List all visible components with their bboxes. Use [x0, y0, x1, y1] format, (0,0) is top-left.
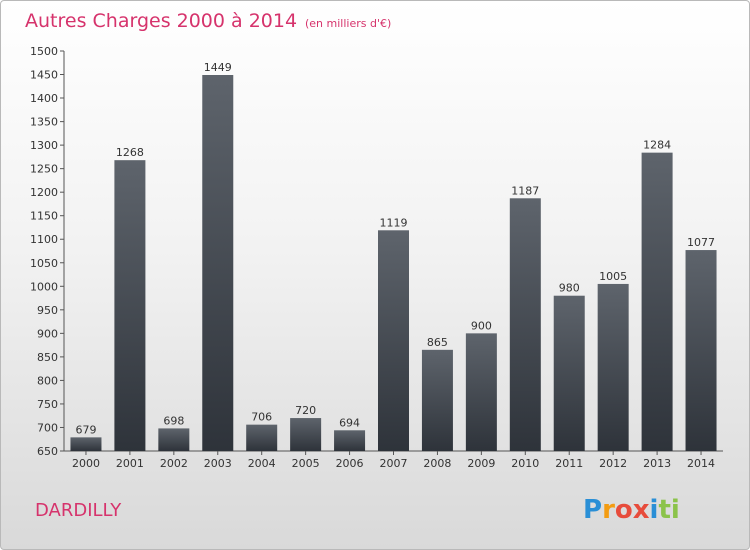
value-label: 679 [75, 423, 96, 436]
x-tick-label: 2003 [204, 457, 232, 470]
bar-2011 [553, 295, 585, 451]
value-label: 694 [339, 416, 360, 429]
value-label: 1187 [511, 184, 539, 197]
y-tick-label: 1350 [30, 116, 58, 129]
bar-2013 [641, 152, 673, 451]
x-tick-label: 2012 [599, 457, 627, 470]
value-label: 706 [251, 411, 272, 424]
y-tick-label: 950 [37, 304, 58, 317]
y-tick-label: 1200 [30, 186, 58, 199]
y-tick-label: 900 [37, 327, 58, 340]
x-tick-label: 2000 [72, 457, 100, 470]
y-tick-label: 1300 [30, 139, 58, 152]
y-tick-label: 1000 [30, 280, 58, 293]
x-tick-label: 2011 [555, 457, 583, 470]
value-label: 1449 [204, 61, 232, 74]
value-label: 900 [471, 319, 492, 332]
chart-subtitle: (en milliers d'€) [305, 17, 391, 30]
value-label: 980 [559, 282, 580, 295]
bar-2002 [158, 428, 190, 451]
value-labels-group: 679 1268 698 1449 706 720 694 1119 865 900 1187 980… [75, 61, 715, 436]
logo-letter: P [583, 495, 602, 525]
bar-2005 [290, 418, 322, 451]
y-tick-label: 800 [37, 374, 58, 387]
logo-letter: t [658, 495, 670, 525]
y-tick-label: 1050 [30, 257, 58, 270]
bar-2001 [114, 160, 146, 452]
value-label: 1077 [687, 236, 715, 249]
bar-2014 [685, 250, 717, 451]
x-tick-label: 2006 [336, 457, 364, 470]
y-tick-label: 1250 [30, 163, 58, 176]
x-tick-label: 2002 [160, 457, 188, 470]
logo-letter: i [650, 495, 659, 525]
x-tick-label: 2010 [511, 457, 539, 470]
y-tick-label: 1500 [30, 45, 58, 58]
bars-group [70, 75, 717, 452]
bar-2006 [334, 430, 366, 451]
value-label: 1268 [116, 146, 144, 159]
y-tick-label: 1150 [30, 210, 58, 223]
value-label: 1119 [380, 216, 408, 229]
bar-2004 [246, 424, 278, 451]
logo-letter: o [615, 495, 633, 525]
x-tick-label: 2005 [292, 457, 320, 470]
y-tick-label: 1400 [30, 92, 58, 105]
y-tick-label: 850 [37, 351, 58, 364]
bar-2000 [70, 437, 102, 451]
proxiti-logo: Proxiti [583, 495, 680, 525]
chart-title: Autres Charges 2000 à 2014 [25, 10, 297, 32]
x-tick-label: 2007 [380, 457, 408, 470]
bar-2009 [465, 333, 497, 451]
logo-letter: i [671, 495, 680, 525]
y-tick-label: 1100 [30, 233, 58, 246]
x-tick-label: 2008 [423, 457, 451, 470]
x-tick-labels-group: 2000 2001 2002 2003 2004 2005 2006 2007 2008 2009… [72, 457, 715, 470]
y-tick-labels-group: 650 700 750 800 850 900 950 1000 1050 1100 1150 120… [30, 45, 58, 458]
logo-letter: x [633, 495, 650, 525]
x-tick-label: 2014 [687, 457, 715, 470]
bar-2012 [597, 283, 629, 451]
value-label: 1005 [599, 270, 627, 283]
bar-2003 [202, 75, 234, 451]
bar-2008 [421, 349, 453, 451]
y-tick-label: 700 [37, 421, 58, 434]
bar-2007 [378, 230, 409, 451]
value-label: 720 [295, 404, 316, 417]
y-tick-label: 1450 [30, 69, 58, 82]
value-label: 698 [163, 414, 184, 427]
y-tick-label: 650 [37, 445, 58, 458]
x-tick-label: 2004 [248, 457, 276, 470]
x-tick-label: 2001 [116, 457, 144, 470]
logo-letter: r [602, 495, 615, 525]
x-tick-label: 2009 [467, 457, 495, 470]
location-name: DARDILLY [35, 500, 122, 521]
value-label: 865 [427, 336, 448, 349]
y-tick-label: 750 [37, 398, 58, 411]
x-tick-label: 2013 [643, 457, 671, 470]
value-label: 1284 [643, 139, 671, 152]
bar-2010 [509, 198, 541, 451]
